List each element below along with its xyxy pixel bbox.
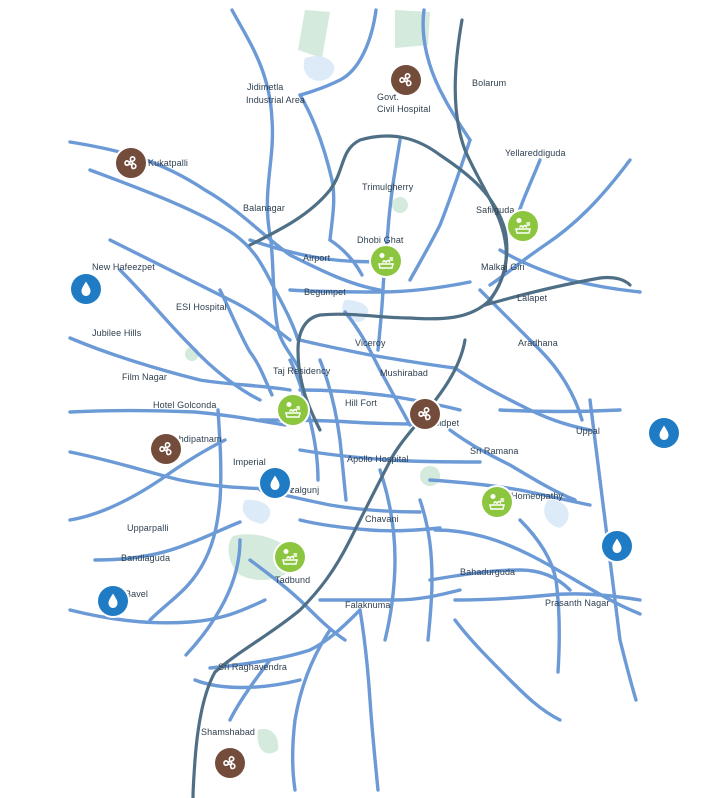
label-apollo-hospital: Apollo Hospital — [347, 454, 409, 464]
label-balanagar: Balanagar — [243, 203, 285, 213]
label-safilguda: Safilguda — [476, 205, 515, 215]
label-bahadurguda: Bahadurguda — [460, 567, 516, 577]
fan-icon — [418, 407, 431, 421]
marker-bavel[interactable] — [98, 586, 128, 616]
road-network — [68, 8, 642, 792]
label-falaknuma: Falaknuma — [345, 600, 391, 610]
label-tadbund: Tadbund — [275, 575, 311, 585]
label-lalapet: Lalapet — [517, 293, 548, 303]
label-jubilee-hills: Jubilee Hills — [92, 328, 142, 338]
label-uppal: Uppal — [576, 426, 601, 436]
laundry-icon — [489, 493, 505, 510]
label-yellareddiguda: Yellareddiguda — [505, 148, 566, 158]
label-sri-raghavendra: Sri Raghavendra — [218, 662, 288, 672]
laundry-icon — [515, 217, 531, 234]
marker-prasanth-nagar[interactable] — [602, 531, 632, 561]
fan-icon — [223, 756, 236, 770]
label-aradhana: Aradhana — [518, 338, 558, 348]
label-trimulgherry: Trimulgherry — [362, 182, 414, 192]
label-imperial: Imperial — [233, 457, 266, 467]
label-bavel: Bavel — [125, 589, 149, 599]
label-chavani: Chavani — [365, 514, 399, 524]
fan-icon — [399, 73, 412, 87]
label-bandlaguda: Bandlaguda — [121, 553, 171, 563]
label-taj-residency: Taj Residency — [273, 366, 331, 376]
label-hill-fort: Hill Fort — [345, 398, 377, 408]
water-drop-icon — [270, 475, 280, 490]
laundry-icon — [378, 252, 394, 269]
marker-mehdipatnam[interactable] — [151, 434, 181, 464]
label-homeopathy: Homeopathy — [511, 491, 564, 501]
water-drop-icon — [612, 538, 622, 553]
label-shamshabad: Shamshabad — [201, 727, 256, 737]
marker-govt-civil-hospital[interactable] — [391, 65, 421, 95]
laundry-icon — [285, 401, 301, 418]
marker-tadbund[interactable] — [275, 542, 305, 572]
water-drop-icon — [659, 425, 669, 440]
label-prasanth-nagar: Prasanth Nagar — [545, 598, 610, 608]
label-malkaj-giri: Malkaj Giri — [481, 262, 525, 272]
marker-taj-residency[interactable] — [278, 395, 308, 425]
label-mushirabad: Mushirabad — [380, 368, 429, 378]
label-new-hafeezpet: New Hafeezpet — [92, 262, 155, 272]
marker-afzalgunj[interactable] — [260, 468, 290, 498]
label-afzalgunj: zalgunj — [290, 485, 320, 495]
label-kukatpalli: Kukatpalli — [148, 158, 189, 168]
label-abidpet: Abidpet — [428, 418, 460, 428]
marker-homeopathy[interactable] — [482, 487, 512, 517]
label-esi-hospital: ESI Hospital — [176, 302, 227, 312]
label-upparpalli: Upparpalli — [127, 523, 169, 533]
label-viceroy: Viceroy — [355, 338, 386, 348]
label-jeedimetla: Jidimetla — [247, 82, 284, 92]
label-govt: Govt. — [377, 92, 400, 102]
marker-kukatpalli[interactable] — [116, 148, 146, 178]
label-sri-ramana: Sri Ramana — [470, 446, 519, 456]
marker-abidpet[interactable] — [410, 399, 440, 429]
marker-new-hafeezpet[interactable] — [71, 274, 101, 304]
label-film-nagar: Film Nagar — [122, 372, 168, 382]
label-hotel-golconda: Hotel Golconda — [153, 400, 217, 410]
fan-icon — [124, 156, 137, 170]
fan-icon — [159, 442, 172, 456]
label-begumpet: Begumpet — [304, 287, 346, 297]
label-bolarum: Bolarum — [472, 78, 507, 88]
label-industrial-area: Industrial Area — [246, 95, 306, 105]
marker-shamshabad[interactable] — [215, 748, 245, 778]
label-dhobi-ghat: Dhobi Ghat — [357, 235, 404, 245]
marker-safilguda[interactable] — [508, 211, 538, 241]
label-airport: Airport — [303, 253, 331, 263]
marker-uppal[interactable] — [649, 418, 679, 448]
marker-dhobi-ghat[interactable] — [371, 246, 401, 276]
water-drop-icon — [108, 593, 118, 608]
label-civil-hospital: Civil Hospital — [377, 104, 431, 114]
water-drop-icon — [81, 281, 91, 296]
laundry-icon — [282, 548, 298, 565]
label-mehdipatnam: Mehdipatnam — [166, 434, 222, 444]
